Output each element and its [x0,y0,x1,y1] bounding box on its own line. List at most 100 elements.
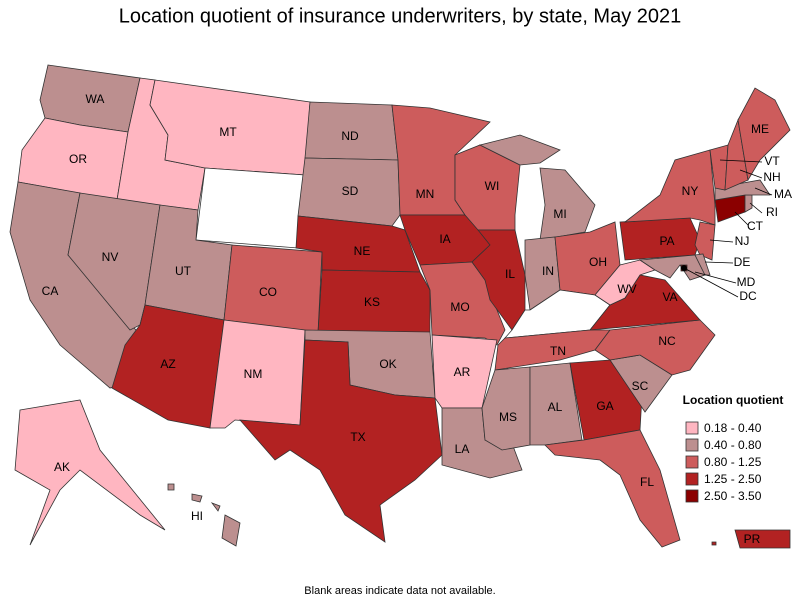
state-label: AL [548,400,563,414]
legend-swatch [685,421,699,435]
state: ME [737,87,791,182]
state: AL [529,362,583,446]
state: CT [714,194,764,233]
state-label: ND [341,129,359,143]
state: MA [714,179,792,201]
state: NY [623,149,716,226]
legend-title: Location quotient [683,393,784,407]
state-label: DC [739,289,757,303]
state: TX [239,339,443,543]
state-shape [471,229,526,331]
state-shape [14,399,166,546]
state-shape [714,179,771,201]
state-label: IA [439,232,450,246]
state: NC [594,319,716,376]
state-label: ME [751,122,769,136]
state-label: VA [662,290,677,304]
state-label: LA [455,442,470,456]
map-title: Location quotient of insurance underwrit… [119,5,682,27]
state: NJ [694,221,749,261]
state-label: MT [219,125,237,139]
state: FL [544,429,681,548]
state-label: WI [485,179,500,193]
state-label: OH [589,255,607,269]
state-label: NE [354,244,371,258]
state-label: PA [659,234,674,248]
legend-swatch [685,455,699,469]
legend-swatch [685,489,699,503]
state-label: KS [364,295,380,309]
state-label: UT [175,264,192,278]
state-label: SC [632,379,649,393]
state: MS [481,366,531,451]
state-shape [544,429,681,548]
state-label: IN [542,264,554,278]
state-label: NM [244,367,263,381]
state: MD [638,254,756,289]
legend-swatch [685,438,699,452]
state-shape [694,253,711,276]
state-label: CT [747,219,764,233]
state-shape [594,319,716,376]
state-shape [737,87,791,182]
state-label: NH [763,170,780,184]
state-label: CA [42,284,59,298]
state-shape [167,483,241,547]
state-label: NY [682,184,699,198]
legend-swatch [685,472,699,486]
state: NM [209,319,306,429]
state-label: WV [617,282,636,296]
state-label: MO [450,300,469,314]
state-label: CO [259,285,277,299]
state-label: MD [737,275,756,289]
state-label: OK [379,357,396,371]
state-shape [195,167,306,249]
state: AR [431,334,498,409]
state-label: HI [191,509,203,523]
state: PA [619,217,701,261]
state-label: RI [766,205,778,219]
state-label: VT [764,154,780,168]
state: CO [223,244,323,334]
state-label: GA [596,399,613,413]
state: MT [149,79,311,176]
state-label: AK [54,460,70,474]
legend-label: 0.18 - 0.40 [704,421,762,435]
state-shape [711,529,791,549]
state: IL [471,229,526,331]
leader-lines [681,159,773,298]
state: KS [317,269,431,334]
state-shape [297,157,401,227]
state-label: PR [744,532,761,546]
state-label: MN [416,187,435,201]
state-shape [694,221,716,261]
state-shape [239,339,443,543]
state-label: MI [553,207,566,221]
state-label: TX [350,430,365,444]
state-label: MA [774,187,792,201]
legend-label: 0.40 - 0.80 [704,438,762,452]
legend-label: 2.50 - 3.50 [704,489,762,503]
state: MI [478,134,596,241]
state: MN [391,104,491,216]
state: SD [297,157,401,227]
state: NH [724,118,781,191]
state: DE [694,253,750,276]
legend-label: 1.25 - 2.50 [704,472,762,486]
state-label: WA [86,92,105,106]
state-label: TN [550,344,566,358]
state-label: NV [102,250,119,264]
state-label: AR [454,365,471,379]
state-shape [481,366,531,451]
state-shape [478,134,596,241]
state: PR [711,529,791,549]
footnote: Blank areas indicate data not available. [304,585,495,597]
state-shape [317,269,431,334]
legend: 0.18 - 0.40 0.40 - 0.80 0.80 - 1.25 1.25 - … [685,421,762,503]
legend-label: 0.80 - 1.25 [704,455,762,469]
state-label: AZ [160,357,175,371]
state [195,167,306,249]
state: AK [14,399,166,546]
state-shape [594,259,656,306]
